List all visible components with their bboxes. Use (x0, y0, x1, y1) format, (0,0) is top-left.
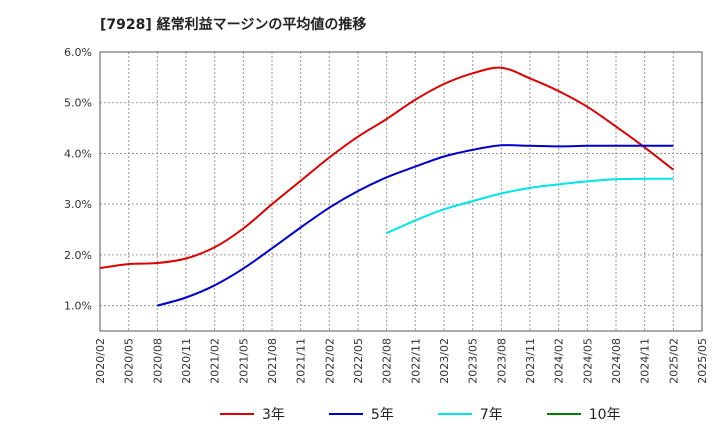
legend-label: 3年 (262, 407, 285, 423)
y-tick-label: 3.0% (64, 198, 92, 211)
legend-item: 3年 (220, 404, 285, 424)
legend: 3年 5年 7年 10年 (220, 404, 621, 424)
y-tick-label: 4.0% (64, 147, 92, 160)
y-tick-label: 2.0% (64, 249, 92, 262)
series-line-5年 (157, 144, 674, 307)
x-axis-ticks: 2020/02 2020/05 2020/08 2020/11 2021/02 2021/… (94, 338, 709, 384)
series-line-7年 (386, 177, 674, 235)
x-tick-label: 2020/02 (94, 338, 107, 384)
x-tick-label: 2023/08 (495, 338, 508, 384)
legend-swatch (220, 413, 254, 415)
plot-area (99, 51, 703, 332)
series-lines (99, 66, 674, 307)
series-line-3年 (99, 66, 674, 270)
x-tick-label: 2020/11 (180, 338, 193, 384)
x-tick-label: 2024/05 (581, 338, 594, 384)
x-tick-label: 2024/02 (553, 338, 566, 384)
legend-item: 5年 (328, 404, 394, 424)
y-axis-ticks: 1.0% 2.0% 3.0% 4.0% 5.0% 6.0% (64, 46, 92, 313)
x-tick-label: 2021/02 (209, 338, 222, 384)
legend-label: 10年 (588, 407, 621, 423)
x-tick-label: 2021/05 (237, 338, 250, 384)
y-tick-label: 6.0% (64, 46, 92, 59)
x-tick-label: 2020/08 (151, 338, 164, 384)
x-tick-label: 2023/05 (467, 338, 480, 384)
x-tick-label: 2023/02 (438, 338, 451, 384)
legend-swatch (546, 413, 581, 415)
y-tick-label: 1.0% (64, 300, 92, 313)
x-tick-label: 2025/02 (667, 338, 680, 384)
legend-label: 7年 (479, 407, 503, 423)
x-tick-label: 2022/11 (409, 338, 422, 384)
x-tick-label: 2025/05 (696, 338, 709, 384)
legend-swatch (328, 413, 363, 415)
y-tick-label: 5.0% (64, 97, 92, 110)
x-tick-label: 2022/08 (381, 338, 394, 384)
legend-label: 5年 (370, 407, 394, 423)
legend-item: 7年 (437, 404, 503, 424)
x-tick-label: 2023/11 (524, 338, 537, 384)
x-tick-label: 2024/11 (639, 338, 652, 384)
x-tick-label: 2021/08 (266, 338, 279, 384)
x-tick-label: 2022/05 (352, 338, 365, 384)
x-tick-label: 2024/08 (610, 338, 623, 384)
x-tick-label: 2021/11 (295, 338, 308, 384)
x-tick-label: 2022/02 (323, 338, 336, 384)
x-tick-label: 2020/05 (123, 338, 136, 384)
grid-lines (99, 51, 703, 331)
chart-title: [7928] 経常利益マージンの平均値の推移 (100, 17, 367, 33)
legend-swatch (437, 413, 472, 415)
legend-item: 10年 (546, 404, 621, 424)
